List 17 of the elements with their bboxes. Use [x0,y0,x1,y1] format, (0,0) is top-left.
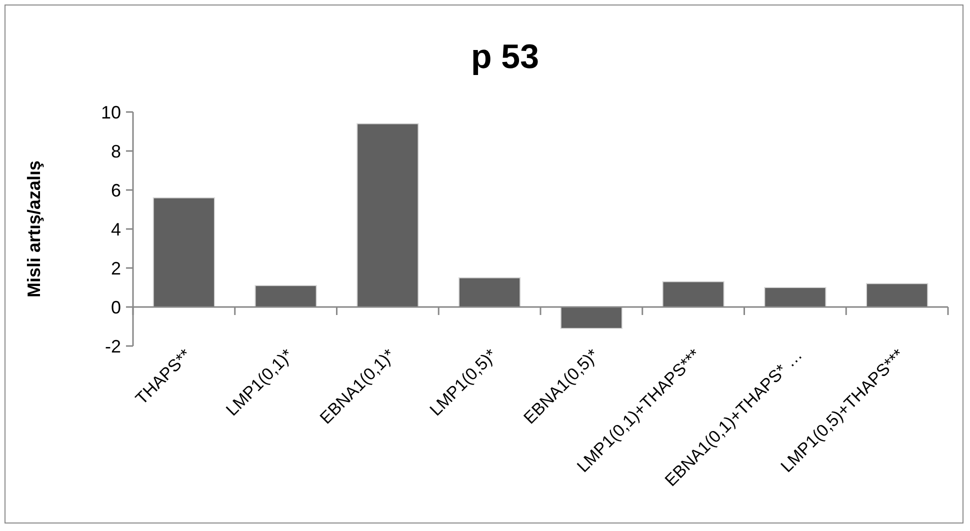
chart-title: p 53 [470,38,540,76]
bar [662,281,724,308]
y-tick-label: -2 [104,336,121,356]
y-tick-label: 8 [110,141,121,162]
bar [866,283,928,308]
bar [764,287,826,308]
bar [356,123,419,308]
bar [152,197,215,308]
y-tick-label: 4 [110,219,121,240]
y-tick-label: 0 [110,297,121,318]
y-tick-label: 2 [110,258,121,278]
y-axis-title: Misli artış/azalış [24,160,44,298]
y-tick-label: 10 [100,102,121,122]
bar [560,306,622,329]
bar [458,277,521,308]
bar [254,285,317,308]
y-tick-label: 6 [110,180,121,200]
